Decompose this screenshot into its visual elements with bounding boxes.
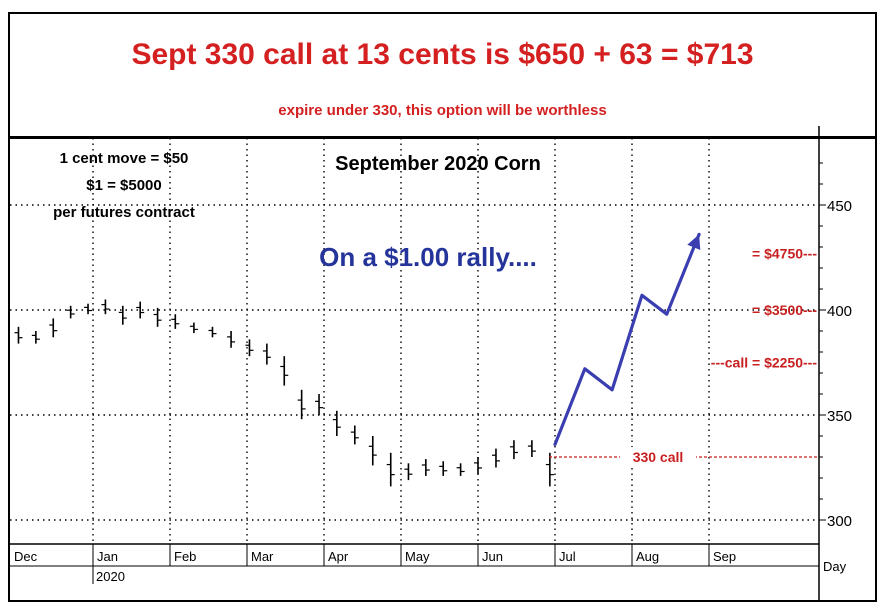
subline: expire under 330, this option will be wo…: [278, 102, 607, 119]
month-label-apr: Apr: [328, 549, 349, 564]
price-bar: [545, 452, 554, 487]
price-bar: [245, 339, 254, 357]
rally-arrow: [553, 232, 701, 446]
price-bar: [491, 448, 500, 468]
month-label-may: May: [405, 549, 430, 564]
price-bar: [404, 463, 413, 481]
price-bar: [153, 307, 162, 327]
price-bar: [456, 463, 465, 476]
month-label-jun: Jun: [482, 549, 503, 564]
month-label-aug: Aug: [636, 549, 659, 564]
price-bar: [84, 303, 93, 315]
price-bar: [101, 299, 110, 315]
header-divider: [10, 136, 875, 139]
price-bar: [66, 305, 75, 319]
level-label-1: = $4750---: [752, 245, 817, 261]
month-label-mar: Mar: [251, 549, 274, 564]
price-bar: [49, 318, 58, 338]
price-bar: [208, 326, 217, 338]
price-bar: [280, 356, 289, 386]
strike-label: 330 call: [633, 449, 684, 465]
price-bar: [171, 314, 180, 329]
price-bar: [474, 457, 482, 474]
price-bar: [350, 425, 359, 445]
price-bar: [509, 440, 518, 460]
month-label-jul: Jul: [559, 549, 576, 564]
price-bar: [189, 322, 198, 334]
note-line-3: per futures contract: [53, 204, 195, 221]
price-bar: [136, 301, 145, 319]
price-bar: [527, 440, 536, 457]
price-bar: [368, 436, 377, 466]
profit-levels: = $4750--- = $3500--- ---call = $2250---: [711, 245, 818, 370]
price-bar: [439, 461, 448, 476]
level-label-3: ---call = $2250---: [711, 355, 818, 371]
price-bar: [31, 331, 40, 344]
rally-arrow-head: [687, 234, 701, 251]
y-axis: 300 350 400 450: [818, 126, 852, 602]
rally-arrow-line: [553, 232, 701, 446]
strike-label-bg: [620, 447, 696, 465]
price-bar: [118, 305, 127, 325]
chart-frame: Sept 330 call at 13 cents is $650 + 63 =…: [8, 12, 877, 602]
year-label: 2020: [96, 569, 125, 584]
headline: Sept 330 call at 13 cents is $650 + 63 =…: [131, 38, 754, 71]
price-bar: [332, 410, 341, 436]
y-tick-label-350: 350: [827, 408, 852, 425]
y-tick-label-450: 450: [827, 198, 852, 215]
price-bar: [14, 326, 23, 344]
chart-title: September 2020 Corn: [335, 153, 541, 175]
x-axis: Dec Jan Feb Mar Apr May Jun Jul Aug Sep 2020 Day: [10, 543, 847, 584]
price-bar: [297, 389, 306, 420]
month-label-jan: Jan: [97, 549, 118, 564]
unit-label: Day: [823, 559, 847, 574]
price-bars: [14, 299, 554, 487]
month-label-feb: Feb: [174, 549, 196, 564]
level-label-2: = $3500---: [752, 302, 817, 318]
gridlines: [10, 138, 819, 544]
y-tick-label-400: 400: [827, 303, 852, 320]
rally-text: On a $1.00 rally....: [319, 242, 537, 272]
note-line-1: 1 cent move = $50: [60, 150, 189, 167]
price-bar: [262, 343, 271, 365]
y-tick-label-300: 300: [827, 513, 852, 530]
price-bar: [315, 394, 324, 415]
price-bar: [386, 452, 395, 487]
note-line-2: $1 = $5000: [86, 177, 162, 194]
strike-line-group: 330 call: [549, 447, 819, 465]
month-label-dec: Dec: [14, 549, 38, 564]
price-bar: [421, 459, 430, 476]
price-bar: [227, 331, 236, 348]
month-label-sep: Sep: [713, 549, 736, 564]
